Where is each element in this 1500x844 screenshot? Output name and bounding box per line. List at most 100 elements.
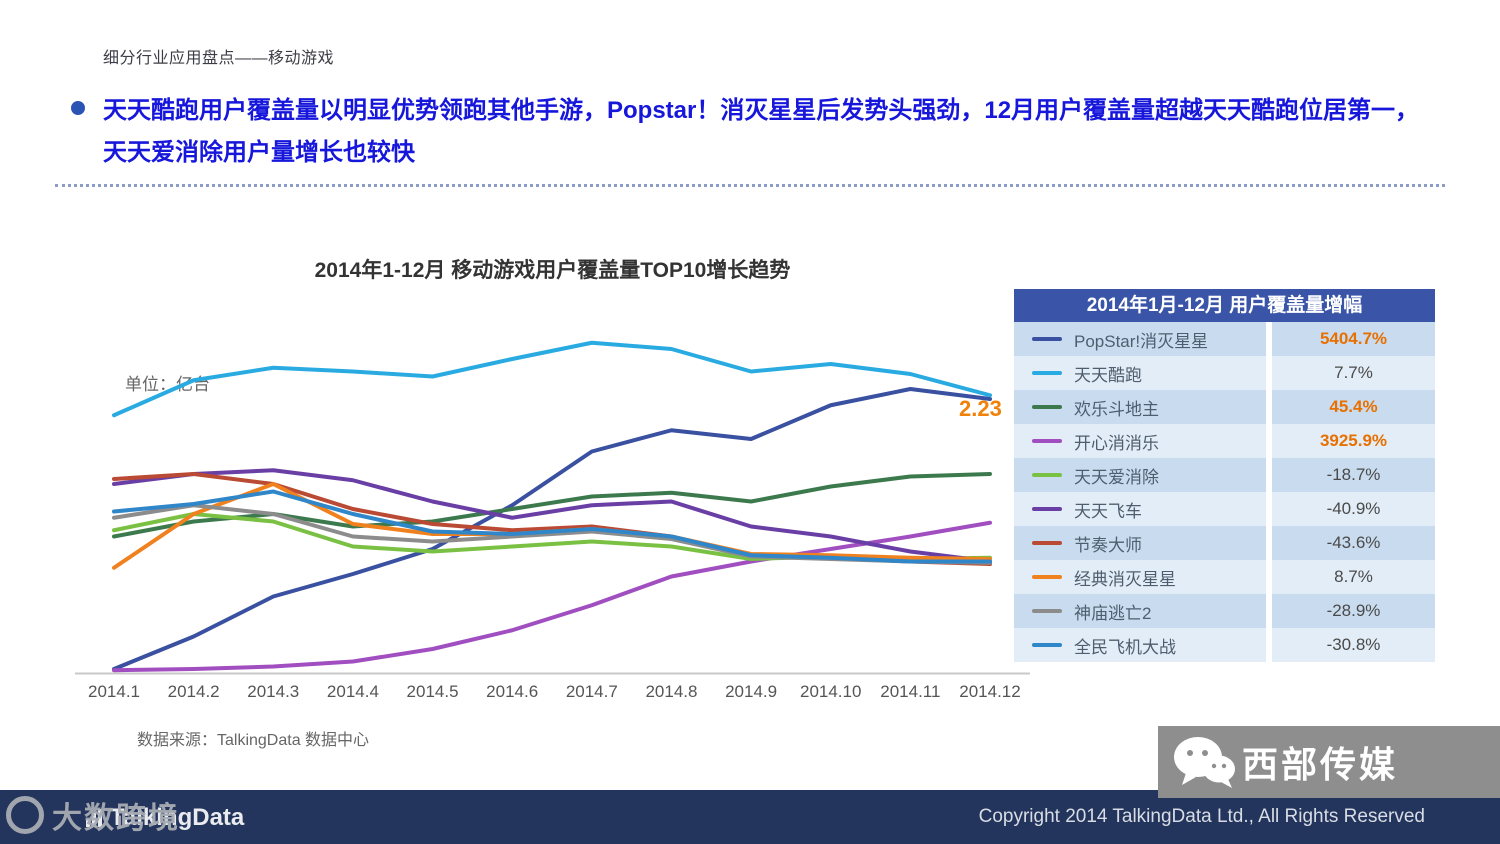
table-header: 2014年1月-12月 用户覆盖量增幅 (1014, 289, 1435, 322)
wechat-account-box: 西部传媒 (1158, 726, 1500, 798)
series-name: 神庙逃亡2 (1074, 603, 1152, 623)
x-axis-tick-label: 2014.1 (88, 682, 140, 701)
chart-line (112, 520, 992, 673)
table-name-cell: 开心消消乐 (1014, 424, 1266, 458)
bullet-icon (71, 101, 85, 115)
section-subtitle: 细分行业应用盘点——移动游戏 (103, 50, 335, 67)
table-value: 5404.7% (1272, 322, 1435, 356)
chart-line (112, 340, 992, 418)
table-row: 开心消消乐 3925.9% (1014, 424, 1435, 458)
series-line-icon (1032, 609, 1062, 613)
table-value: 3925.9% (1272, 424, 1435, 458)
table-name-cell: 经典消灭星星 (1014, 560, 1266, 594)
x-axis-tick-label: 2014.11 (880, 682, 941, 701)
column-divider (1266, 526, 1272, 560)
growth-table: 2014年1月-12月 用户覆盖量增幅 PopStar!消灭星星 5404.7%… (1014, 289, 1435, 662)
table-value: -28.9% (1272, 594, 1435, 628)
series-name: 天天爱消除 (1074, 467, 1159, 487)
chart-line (112, 468, 992, 564)
x-axis-tick-label: 2014.4 (326, 682, 379, 701)
table-row: 天天飞车 -40.9% (1014, 492, 1435, 526)
table-value: -18.7% (1272, 458, 1435, 492)
table-row: 经典消灭星星 8.7% (1014, 560, 1435, 594)
column-divider (1266, 356, 1272, 390)
wechat-account-name: 西部传媒 (1242, 745, 1399, 785)
table-value: -40.9% (1272, 492, 1435, 526)
series-line-icon (1032, 541, 1062, 545)
table-name-cell: 天天酷跑 (1014, 356, 1266, 390)
table-value: 7.7% (1272, 356, 1435, 390)
table-value: -30.8% (1272, 628, 1435, 662)
x-axis-tick-label: 2014.3 (247, 682, 300, 701)
chart-line (112, 472, 992, 539)
column-divider (1266, 322, 1272, 356)
watermark-text: 大数跨境 (52, 802, 180, 835)
series-line-icon (1032, 507, 1062, 511)
chart-unit-label: 单位：亿台 (125, 375, 210, 394)
x-axis-tick-label: 2014.2 (167, 682, 220, 701)
watermark-circle-icon (6, 796, 44, 834)
series-name: 欢乐斗地主 (1074, 399, 1159, 419)
chart-annotation-value: 2.23 (959, 396, 1002, 421)
table-row: 节奏大师 -43.6% (1014, 526, 1435, 560)
headline-text: 天天酷跑用户覆盖量以明显优势领跑其他手游，Popstar！消灭星星后发势头强劲，… (103, 97, 1420, 166)
series-name: 天天飞车 (1074, 501, 1142, 521)
column-divider (1266, 628, 1272, 662)
series-line-icon (1032, 439, 1062, 443)
x-axis-tick-label: 2014.9 (725, 682, 778, 701)
chart-canvas (75, 340, 1030, 675)
x-axis-tick-label: 2014.6 (486, 682, 539, 701)
series-line-icon (1032, 473, 1062, 477)
chart-title: 2014年1-12月 移动游戏用户覆盖量TOP10增长趋势 (314, 259, 791, 282)
table-name-cell: 神庙逃亡2 (1014, 594, 1266, 628)
watermark-logo: 大数跨境 (6, 793, 180, 837)
talkingdata-logo: TalkingData (86, 804, 244, 832)
table-row: 全民飞机大战 -30.8% (1014, 628, 1435, 662)
footer-bar: TalkingData Copyright 2014 TalkingData L… (0, 790, 1500, 844)
dotted-divider (55, 184, 1445, 187)
column-divider (1266, 424, 1272, 458)
series-name: 全民飞机大战 (1074, 637, 1176, 657)
x-axis-tick-label: 2014.10 (799, 682, 862, 701)
x-axis-tick-label: 2014.5 (406, 682, 459, 701)
table-name-cell: 全民飞机大战 (1014, 628, 1266, 662)
series-line-icon (1032, 371, 1062, 375)
column-divider (1266, 492, 1272, 526)
column-divider (1266, 390, 1272, 424)
talkingdata-logo-text: TalkingData (110, 804, 245, 831)
table-row: 欢乐斗地主 45.4% (1014, 390, 1435, 424)
table-row: 天天酷跑 7.7% (1014, 356, 1435, 390)
talkingdata-logo-icon (86, 809, 102, 827)
table-value: -43.6% (1272, 526, 1435, 560)
chart-line (112, 512, 992, 561)
series-line-icon (1032, 405, 1062, 409)
table-name-cell: 节奏大师 (1014, 526, 1266, 560)
table-name-cell: 天天飞车 (1014, 492, 1266, 526)
chart-line (112, 489, 992, 564)
x-axis-tick-label: 2014.8 (645, 682, 698, 701)
column-divider (1266, 594, 1272, 628)
table-name-cell: 欢乐斗地主 (1014, 390, 1266, 424)
series-name: 节奏大师 (1074, 535, 1142, 555)
table-row: 天天爱消除 -18.7% (1014, 458, 1435, 492)
table-value: 45.4% (1272, 390, 1435, 424)
copyright-text: Copyright 2014 TalkingData Ltd., All Rig… (978, 806, 1425, 827)
series-line-icon (1032, 575, 1062, 579)
chart-line (112, 387, 992, 671)
table-name-cell: PopStar!消灭星星 (1014, 322, 1266, 356)
series-name: 经典消灭星星 (1074, 569, 1176, 589)
line-chart: 2.23 (75, 300, 1030, 675)
series-name: PopStar!消灭星星 (1074, 331, 1209, 351)
table-row: 神庙逃亡2 -28.9% (1014, 594, 1435, 628)
series-name: 天天酷跑 (1074, 365, 1142, 385)
series-name: 开心消消乐 (1074, 433, 1159, 453)
wechat-icon (1174, 737, 1235, 788)
column-divider (1266, 560, 1272, 594)
table-name-cell: 天天爱消除 (1014, 458, 1266, 492)
x-axis-labels: 2014.1 2014.2 2014.3 2014.4 2014.5 2014.6 2014… (75, 682, 1030, 708)
column-divider (1266, 458, 1272, 492)
series-line-icon (1032, 337, 1062, 341)
x-axis-tick-label: 2014.7 (565, 682, 618, 701)
data-source-label: 数据来源：TalkingData 数据中心 (137, 732, 370, 749)
series-line-icon (1032, 643, 1062, 647)
